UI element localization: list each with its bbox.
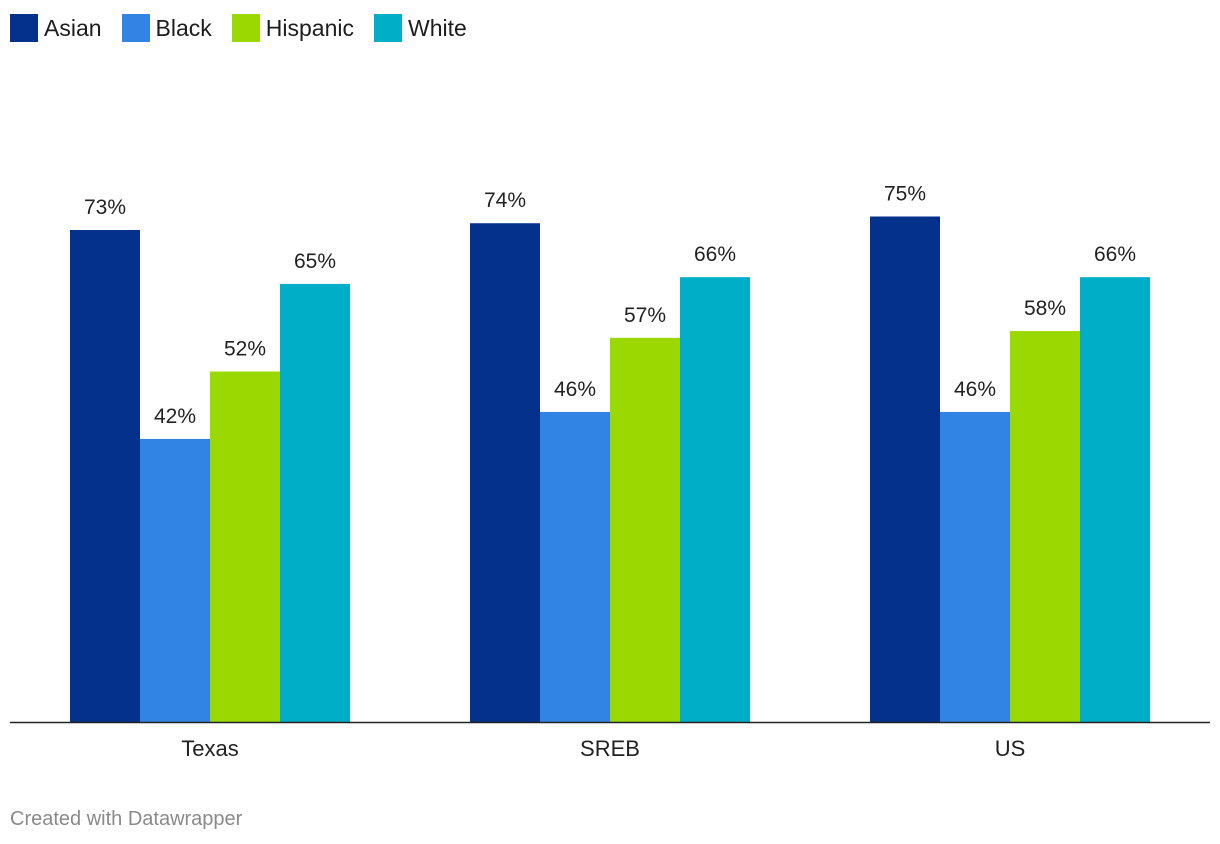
bar-sreb-white [680,277,750,722]
data-label-texas-hispanic: 52% [224,338,266,361]
bar-us-white [1080,277,1150,722]
data-label-sreb-white: 66% [694,243,736,266]
legend-item-black: Black [121,14,212,42]
data-label-us-white: 66% [1094,243,1136,266]
legend-swatch-white [374,14,403,42]
bar-texas-hispanic [210,371,280,722]
data-label-sreb-black: 46% [554,378,596,401]
data-label-texas-black: 42% [154,405,196,428]
legend-label-asian: Asian [44,14,102,41]
bar-sreb-black [540,411,610,722]
bar-texas-black [140,438,210,722]
legend-swatch-asian [10,14,38,42]
legend-swatch-hispanic [231,14,260,42]
datawrapper-credit: Created with Datawrapper [10,808,243,830]
category-label-sreb: SREB [580,736,640,761]
category-label-texas: Texas [181,736,238,761]
legend: Asian Black Hispanic White [10,12,487,44]
legend-label-black: Black [155,14,212,41]
bar-group-texas: 73% 42% 52% 65% [70,196,350,723]
data-label-sreb-asian: 74% [484,189,526,212]
legend-item-white: White [374,14,467,42]
bar-us-black [940,411,1010,722]
bar-us-asian [870,216,940,722]
legend-swatch-black [121,14,150,42]
bar-texas-white [280,283,350,722]
bar-us-hispanic [1010,331,1080,722]
legend-item-asian: Asian [10,14,102,42]
legend-label-hispanic: Hispanic [265,14,355,41]
bar-sreb-hispanic [610,337,680,722]
data-label-texas-white: 65% [294,250,336,273]
data-label-us-hispanic: 58% [1024,297,1066,320]
bar-texas-asian [70,229,140,723]
data-label-texas-asian: 73% [84,196,126,219]
data-label-sreb-hispanic: 57% [624,304,666,327]
category-label-us: US [995,736,1026,761]
legend-item-hispanic: Hispanic [231,14,355,42]
bar-sreb-asian [470,223,540,723]
bar-chart: 73% 42% 52% 65% Texas 74% 46% 57% 66% SREB 75% 46% 5… [10,183,1210,761]
data-label-us-asian: 75% [884,183,926,206]
bar-group-sreb: 74% 46% 57% 66% [470,189,750,723]
legend-label-white: White [408,14,467,41]
bar-group-us: 75% 46% 58% 66% [870,183,1150,722]
data-label-us-black: 46% [954,378,996,401]
